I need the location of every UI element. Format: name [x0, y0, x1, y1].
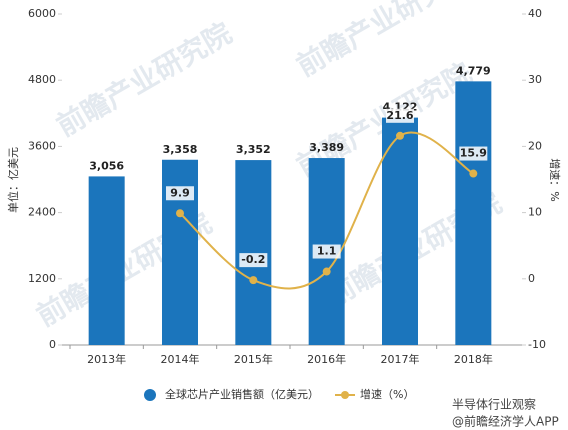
- watermark: 前瞻产业研究院: [51, 16, 237, 143]
- y2-tick-label: 20: [528, 139, 542, 152]
- footer-text: 半导体行业观察: [452, 398, 536, 412]
- bar: [235, 160, 272, 345]
- x-tick-label: 2016年: [307, 352, 346, 366]
- line-marker: [176, 209, 184, 218]
- legend-label: 全球芯片产业销售额（亿美元）: [165, 387, 319, 401]
- y2-tick-label: 30: [528, 73, 542, 86]
- line-marker: [322, 267, 331, 276]
- y2-tick-label: 40: [528, 7, 542, 20]
- value-label: 21.6: [386, 109, 413, 122]
- line-marker: [249, 276, 258, 285]
- line-marker: [396, 131, 404, 140]
- label-bg: [166, 186, 194, 201]
- value-label: 4,779: [456, 64, 491, 77]
- y2-tick-label: 0: [528, 272, 535, 285]
- x-tick-label: 2018年: [454, 352, 493, 366]
- value-label: 9.9: [170, 186, 190, 199]
- legend-swatch: [341, 391, 349, 399]
- x-tick-label: 2014年: [161, 352, 200, 366]
- footer-text: @前瞻经济学人APP: [452, 414, 559, 429]
- y-tick-label: 3600: [28, 139, 56, 152]
- bar: [88, 176, 125, 345]
- y2-tick-label: -10: [528, 338, 546, 351]
- value-label: -0.2: [241, 253, 265, 266]
- y2-tick-label: 10: [528, 206, 542, 219]
- line: [179, 131, 474, 290]
- legend-label: 增速（%）: [360, 387, 414, 401]
- value-label: 3,056: [89, 159, 124, 172]
- value-label: 3,352: [236, 143, 271, 156]
- label-bg: [386, 108, 414, 123]
- legend-swatch: [144, 389, 156, 401]
- label-bg: [312, 244, 341, 259]
- bar: [455, 81, 492, 346]
- value-label: 3,358: [163, 143, 198, 156]
- label-bg: [459, 146, 488, 161]
- bar: [382, 117, 418, 345]
- y-tick-label: 4800: [28, 73, 56, 86]
- x-tick-label: 2013年: [87, 352, 126, 366]
- label-bg: [239, 253, 268, 268]
- value-label: 15.9: [460, 147, 487, 160]
- value-label: 1.1: [317, 245, 337, 258]
- y-tick-label: 6000: [28, 7, 56, 20]
- x-tick-label: 2015年: [234, 352, 273, 366]
- line-marker: [469, 169, 478, 178]
- y2-axis-label: 增速：%: [548, 158, 562, 201]
- y-tick-label: 0: [49, 338, 56, 351]
- value-label: 3,389: [309, 141, 344, 154]
- x-tick-label: 2017年: [381, 352, 420, 366]
- y-axis-label: 单位：亿美元: [6, 147, 20, 213]
- y-tick-label: 1200: [28, 272, 56, 285]
- y-tick-label: 2400: [28, 206, 56, 219]
